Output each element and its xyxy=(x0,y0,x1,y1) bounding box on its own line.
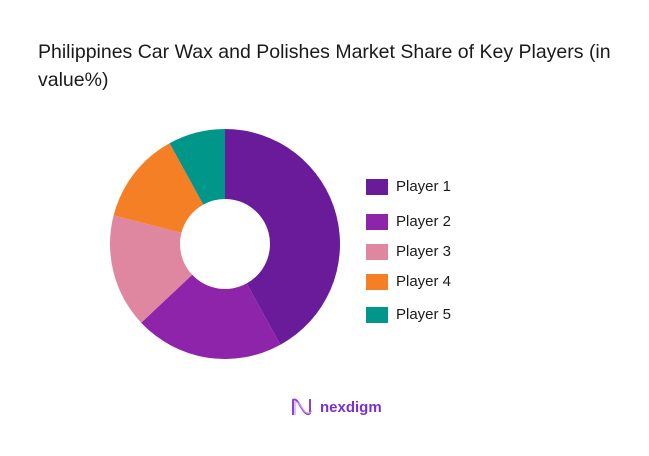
legend-swatch xyxy=(366,213,388,230)
nexdigm-wave-icon xyxy=(292,398,313,416)
legend-swatch xyxy=(366,178,388,195)
legend-label: Player 4 xyxy=(396,273,452,290)
legend-item: Player 1 xyxy=(366,178,451,195)
donut-slice xyxy=(113,143,204,233)
legend-swatch xyxy=(366,273,388,290)
donut-slice xyxy=(169,129,225,205)
legend-label: Player 1 xyxy=(396,178,452,195)
donut-slice xyxy=(225,129,340,345)
legend-item: Player 3 xyxy=(366,243,451,260)
legend-label: Player 2 xyxy=(396,213,452,230)
donut-slice xyxy=(141,274,281,359)
legend-item: Player 4 xyxy=(366,273,451,290)
legend-swatch xyxy=(366,243,388,260)
legend-item: Player 2 xyxy=(366,213,451,230)
legend-label: Player 5 xyxy=(396,306,452,323)
donut-slice xyxy=(109,215,193,323)
chart-title: Philippines Car Wax and Polishes Market … xyxy=(38,41,611,91)
nexdigm-logo: nexdigm xyxy=(290,396,382,418)
logo-text: nexdigm xyxy=(320,398,382,416)
legend-swatch xyxy=(366,306,388,323)
legend-item: Player 5 xyxy=(366,306,451,323)
legend-label: Player 3 xyxy=(396,243,452,260)
